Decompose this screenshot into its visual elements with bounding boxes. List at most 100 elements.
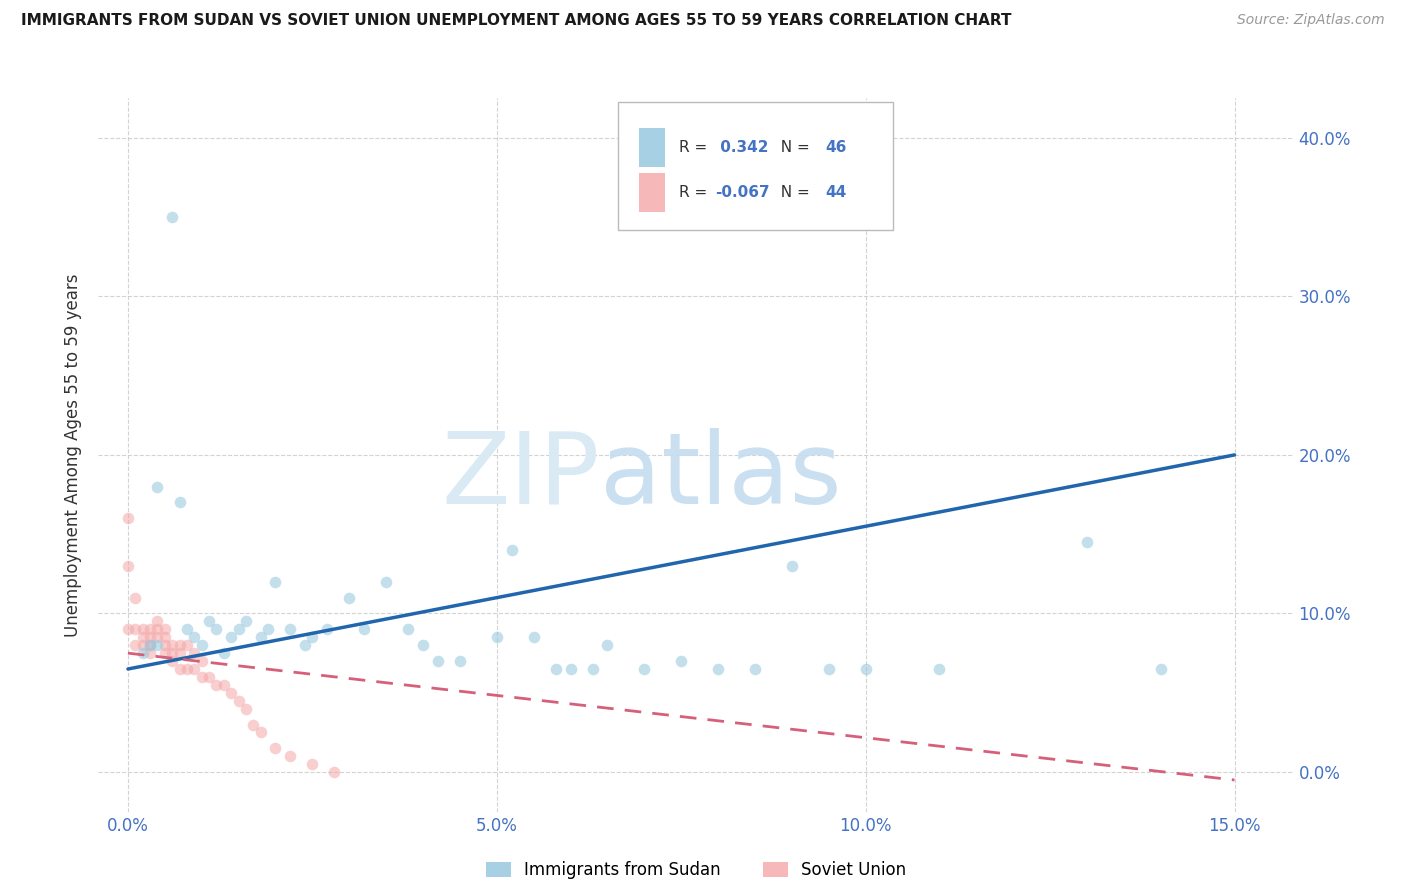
Text: N =: N = (772, 186, 815, 200)
Point (426, 654, 449, 668)
Point (139, 646, 162, 660)
Point (744, 662, 766, 676)
Text: R =: R = (679, 186, 713, 200)
Point (183, 646, 205, 660)
Point (139, 630, 162, 644)
Point (205, 678, 228, 692)
Point (323, 765, 346, 780)
Text: N =: N = (772, 140, 815, 155)
Point (596, 638, 619, 652)
Point (582, 662, 605, 676)
Text: atlas: atlas (600, 428, 842, 524)
Point (139, 638, 162, 652)
Point (198, 670, 221, 684)
Point (146, 480, 169, 494)
Legend: Immigrants from Sudan, Soviet Union: Immigrants from Sudan, Soviet Union (479, 855, 912, 886)
Point (160, 638, 183, 652)
Point (146, 638, 169, 652)
Text: R =: R = (679, 140, 713, 155)
Point (190, 654, 212, 668)
Point (212, 678, 235, 692)
Point (198, 615, 221, 629)
Point (153, 630, 176, 644)
Point (294, 638, 316, 652)
FancyBboxPatch shape (638, 128, 665, 168)
Point (278, 749, 301, 764)
Point (375, 574, 398, 589)
Point (633, 662, 655, 676)
Point (160, 646, 183, 660)
Point (264, 741, 287, 756)
Point (131, 630, 153, 644)
Point (1150, 662, 1173, 676)
Point (153, 623, 176, 637)
Point (544, 662, 567, 676)
Text: Source: ZipAtlas.com: Source: ZipAtlas.com (1237, 13, 1385, 28)
Point (301, 630, 323, 644)
Point (153, 646, 176, 660)
Point (146, 615, 169, 629)
Point (176, 638, 198, 652)
Point (176, 623, 198, 637)
Point (190, 638, 212, 652)
Point (146, 630, 169, 644)
Point (139, 638, 162, 652)
Point (146, 623, 169, 637)
Point (169, 495, 191, 509)
Point (928, 662, 950, 676)
Point (264, 574, 287, 589)
Text: -0.067: -0.067 (716, 186, 769, 200)
Point (780, 558, 803, 573)
Point (160, 210, 183, 224)
Point (855, 662, 877, 676)
Text: 44: 44 (825, 186, 846, 200)
Y-axis label: Unemployment Among Ages 55 to 59 years: Unemployment Among Ages 55 to 59 years (65, 273, 83, 637)
Point (219, 686, 242, 700)
Point (131, 646, 153, 660)
Point (560, 662, 582, 676)
FancyBboxPatch shape (619, 102, 893, 230)
Point (817, 662, 839, 676)
Point (228, 694, 250, 708)
Point (212, 646, 235, 660)
Point (412, 638, 434, 652)
Point (449, 654, 471, 668)
Point (183, 630, 205, 644)
Point (117, 511, 139, 525)
Point (671, 654, 693, 668)
Point (249, 630, 271, 644)
Point (523, 630, 546, 644)
Point (353, 623, 375, 637)
Point (228, 623, 250, 637)
Point (160, 654, 183, 668)
Text: 0.342: 0.342 (716, 140, 769, 155)
Point (205, 623, 228, 637)
Point (485, 630, 508, 644)
Point (124, 638, 146, 652)
Point (278, 623, 301, 637)
Point (153, 638, 176, 652)
Point (219, 630, 242, 644)
Point (257, 623, 280, 637)
Point (337, 591, 360, 605)
Point (316, 623, 339, 637)
Point (131, 623, 153, 637)
Point (176, 662, 198, 676)
Point (190, 670, 212, 684)
Point (501, 543, 523, 558)
Point (124, 623, 146, 637)
Point (707, 662, 730, 676)
Point (124, 591, 146, 605)
Point (242, 717, 264, 731)
Point (139, 623, 162, 637)
Point (169, 662, 191, 676)
Text: 46: 46 (825, 140, 846, 155)
Point (183, 662, 205, 676)
Point (169, 646, 191, 660)
Point (131, 638, 153, 652)
Point (117, 623, 139, 637)
Text: IMMIGRANTS FROM SUDAN VS SOVIET UNION UNEMPLOYMENT AMONG AGES 55 TO 59 YEARS COR: IMMIGRANTS FROM SUDAN VS SOVIET UNION UN… (21, 13, 1011, 29)
Text: ZIP: ZIP (441, 428, 600, 524)
Point (301, 757, 323, 772)
Point (249, 725, 271, 739)
